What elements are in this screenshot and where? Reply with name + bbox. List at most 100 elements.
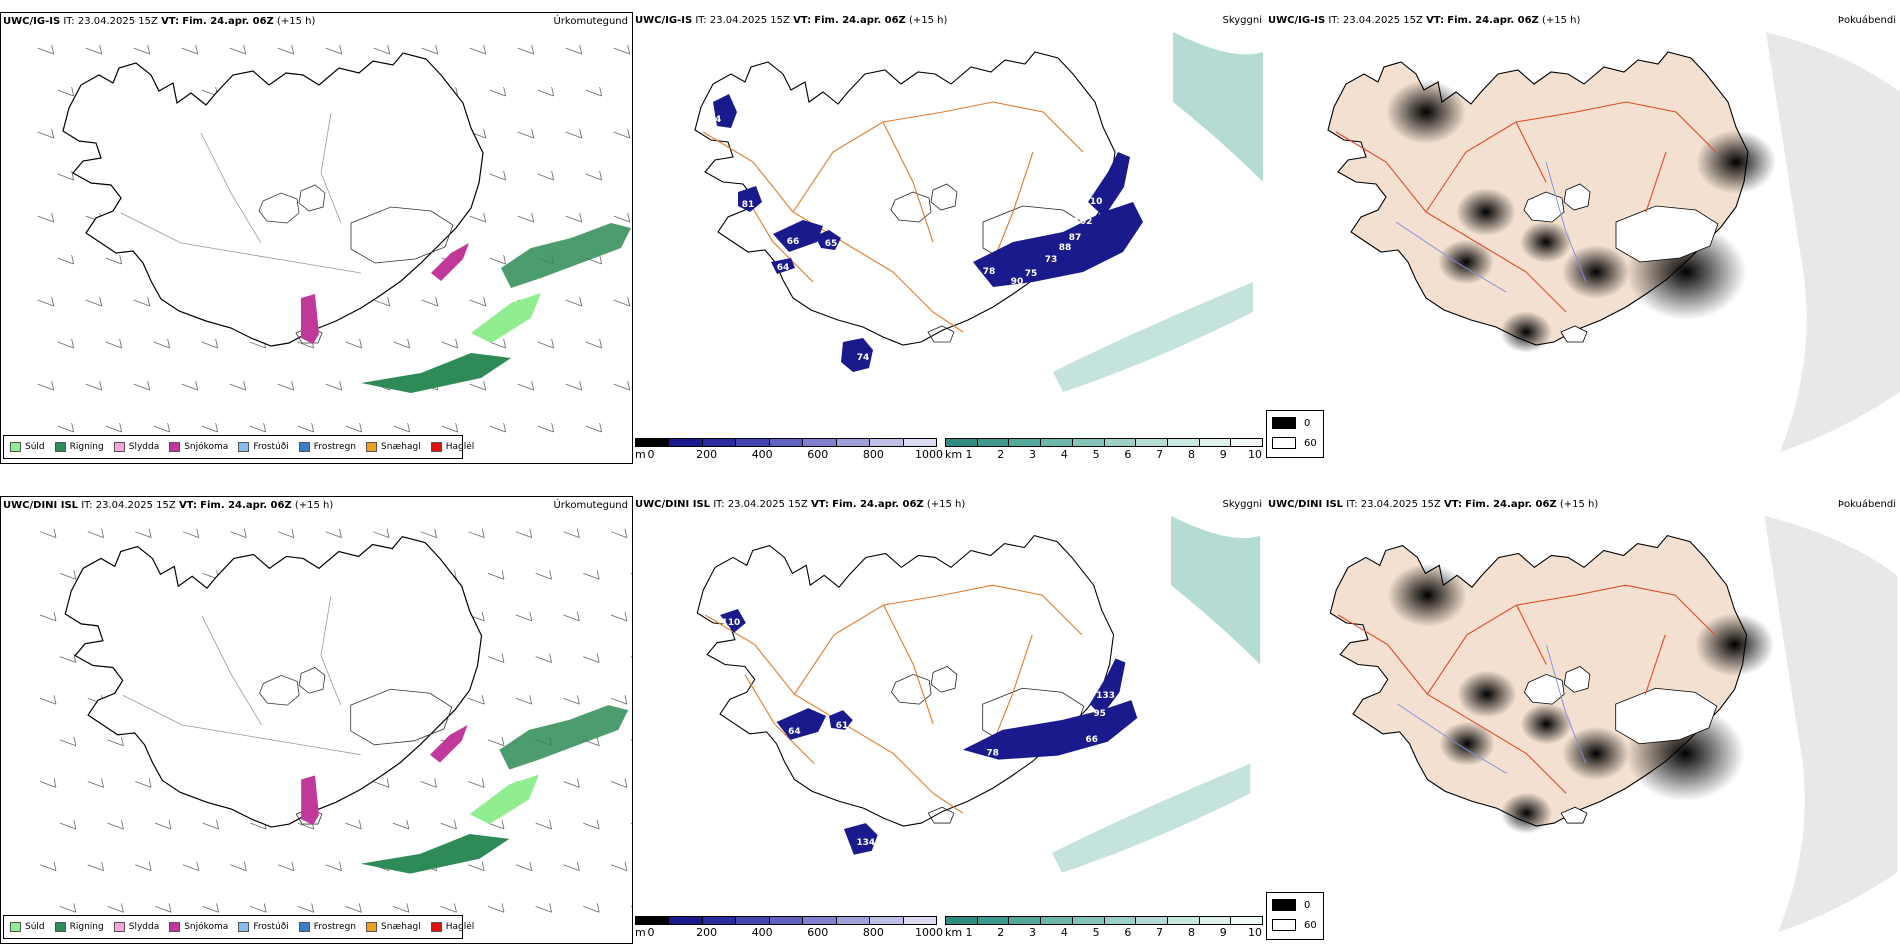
panel-title: Skyggni [1222, 15, 1262, 26]
colorbar-tick: 200 [696, 448, 718, 461]
colorbar-tick: 2 [997, 926, 1005, 939]
colorbar-tick: 600 [807, 448, 829, 461]
cloud-base-value: 86 [973, 283, 986, 293]
legend-swatch [430, 442, 442, 452]
precip-legend-item: Slydda [113, 922, 160, 932]
colorbar-tick: 600 [807, 926, 829, 939]
legend-swatch [1272, 437, 1296, 449]
legend-swatch [366, 442, 378, 452]
precip-legend-item: Súld [10, 442, 45, 452]
colorbar-tick: 2 [997, 448, 1005, 461]
colorbar-tick: 6 [1124, 926, 1132, 939]
legend-label: Rigning [69, 922, 104, 932]
legend-swatch [10, 922, 21, 932]
precip-legend-item: Slydda [113, 442, 160, 452]
cloud-base-value: 64 [788, 727, 800, 737]
colorbar-tick: 1000 [915, 926, 943, 939]
cloud-panel-1: UWC/IG-IS IT: 23.04.2025 15Z VT: Fim. 24… [633, 12, 1266, 464]
colorbar-unit: m [635, 448, 646, 461]
cloud-base-value: 110 [1084, 197, 1103, 207]
cloud-base-value: 102 [1074, 217, 1093, 227]
legend-swatch [113, 442, 125, 452]
legend-label: Slydda [128, 442, 160, 452]
colorbar-tick: 5 [1092, 926, 1100, 939]
colorbar-tick: 0 [647, 926, 655, 939]
panel-header: UWC/IG-IS IT: 23.04.2025 15Z VT: Fim. 24… [1268, 15, 1581, 26]
legend-label: Rigning [69, 442, 104, 452]
colorbar-strip [945, 438, 1263, 447]
colorbar-tick: 6 [1124, 448, 1132, 461]
cloud-base-value: 78 [983, 267, 996, 277]
panel-header: UWC/DINI ISL IT: 23.04.2025 15Z VT: Fim.… [3, 500, 334, 511]
fog-panel-1: UWC/IG-IS IT: 23.04.2025 15Z VT: Fim. 24… [1266, 12, 1900, 464]
precip-legend-item: Súld [10, 922, 45, 932]
legend-swatch [10, 442, 21, 452]
legend-label: Frostúði [253, 442, 289, 452]
precip-type-panel-1: UWC/IG-IS IT: 23.04.2025 15Z VT: Fim. 24… [0, 12, 633, 464]
colorbar-tick: 1 [965, 926, 973, 939]
colorbar-tick: 400 [751, 448, 773, 461]
colorbar-tick: 9 [1219, 448, 1227, 461]
cloud-base-value: 90 [1011, 277, 1024, 287]
legend-swatch [298, 922, 310, 932]
cloud-base-colorbar: m 0 200 400 600 800 1000 [635, 916, 943, 942]
legend-swatch [298, 442, 310, 452]
legend-swatch [169, 442, 181, 452]
precip-legend-item: Rigning [54, 442, 104, 452]
panel-title: Þokuábendi [1837, 15, 1896, 26]
visibility-colorbar: km 1 2 3 4 5 6 7 8 9 10 [945, 916, 1263, 942]
colorbar-tick: 0 [647, 448, 655, 461]
colorbar-strip [635, 916, 937, 925]
colorbar-unit: km [945, 926, 963, 939]
cloud-base-value: 78 [986, 749, 998, 759]
precip-map [40, 528, 632, 913]
legend-label: Frostúði [253, 922, 289, 932]
cloud-base-value: 77 [1001, 287, 1014, 297]
legend-label: 0 [1304, 899, 1311, 911]
fog-legend: 0 60 [1266, 892, 1324, 940]
legend-label: Slydda [128, 922, 160, 932]
cloud-base-value: 74 [857, 353, 870, 363]
cloud-panel-2: UWC/DINI ISL IT: 23.04.2025 15Z VT: Fim.… [633, 496, 1266, 944]
cloud-base-value: 75 [1030, 767, 1042, 777]
legend-swatch [1272, 919, 1296, 931]
cloud-base-value: 64 [777, 263, 790, 273]
legend-swatch [1272, 417, 1296, 429]
colorbar-tick: 8 [1187, 448, 1195, 461]
colorbar-tick: 7 [1156, 448, 1164, 461]
legend-label: Súld [25, 922, 45, 932]
visibility-colorbar: km 1 2 3 4 5 6 7 8 9 10 [945, 438, 1263, 464]
legend-swatch [1272, 899, 1296, 911]
legend-label: Snæhagl [381, 442, 421, 452]
precip-legend-item: Snjókoma [169, 442, 228, 452]
fog-legend-item: 60 [1272, 919, 1317, 931]
legend-swatch [238, 922, 250, 932]
legend-swatch [238, 442, 250, 452]
legend-swatch [54, 442, 66, 452]
panel-title: Skyggni [1222, 499, 1262, 510]
colorbar-tick: 800 [862, 448, 884, 461]
panel-title: Úrkomutegund [553, 16, 628, 27]
legend-label: 60 [1304, 919, 1317, 931]
colorbar-strip [635, 438, 937, 447]
colorbar-tick: 7 [1156, 926, 1164, 939]
cloud-base-value: 110 [900, 361, 919, 371]
cloud-base-value: 66 [1086, 735, 1098, 745]
panel-header: UWC/DINI ISL IT: 23.04.2025 15Z VT: Fim.… [635, 499, 966, 510]
precip-legend-item: Snæhagl [366, 442, 421, 452]
legend-label: Haglél [445, 922, 475, 932]
colorbar-strip [945, 916, 1263, 925]
cloud-base-value: 133 [1096, 691, 1115, 701]
cloud-base-value: 74 [709, 115, 722, 125]
cloud-base-value: 134 [856, 838, 875, 848]
colorbar-tick: 800 [862, 926, 884, 939]
cloud-base-value: 81 [742, 200, 755, 210]
precip-legend-item: Frostregn [298, 442, 357, 452]
legend-label: 60 [1304, 437, 1317, 449]
panel-header: UWC/IG-IS IT: 23.04.2025 15Z VT: Fim. 24… [3, 16, 316, 27]
cloud-base-value: 16 [895, 383, 908, 393]
cloud-map: 110 64 61 78 75 88 66 95 133 134 [696, 515, 1261, 873]
legend-label: Frostregn [313, 442, 357, 452]
precip-legend-item: Frostúði [238, 922, 289, 932]
